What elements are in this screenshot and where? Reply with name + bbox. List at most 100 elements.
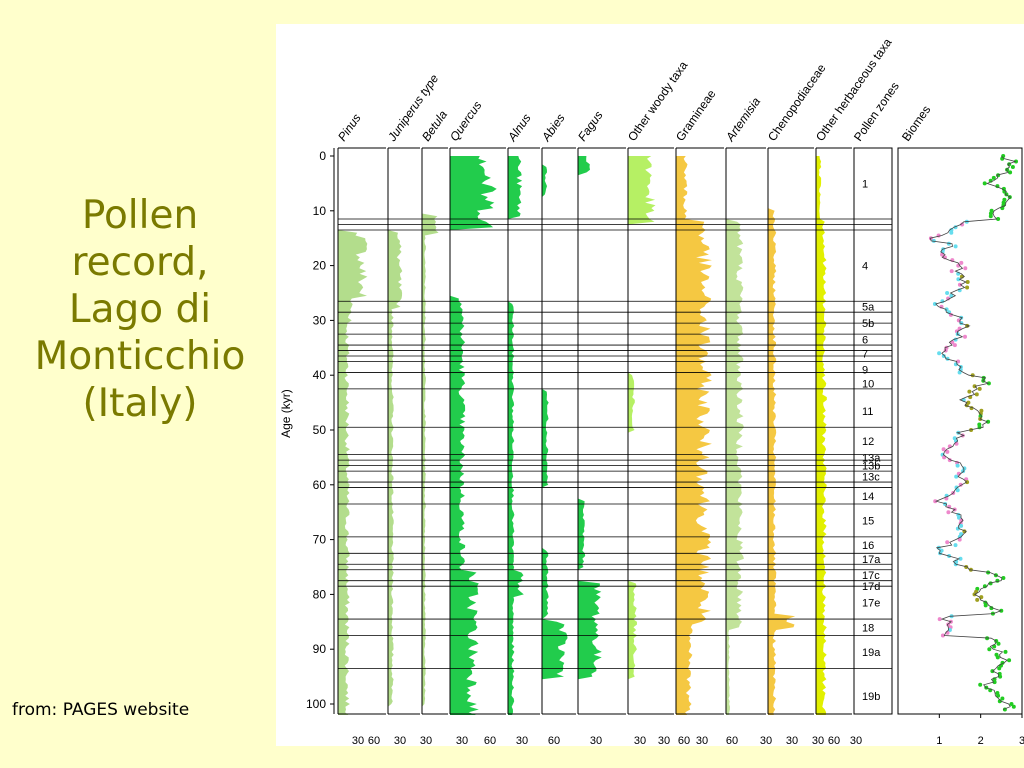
- x-tick-label: 60: [726, 735, 738, 746]
- biome-point: [1003, 649, 1008, 654]
- pollen-zone-label: 16: [862, 540, 874, 552]
- biome-point: [946, 241, 951, 246]
- biome-point: [957, 515, 961, 520]
- x-tick-label: 30: [658, 735, 670, 746]
- biome-point: [947, 628, 952, 632]
- age-tick-label: 20: [313, 259, 327, 273]
- biome-point: [957, 537, 962, 542]
- x-tick-label: 60: [484, 735, 496, 746]
- biome-point: [996, 217, 1001, 221]
- slide-title: Pollen record, Lago di Monticchio (Italy…: [0, 192, 280, 427]
- x-tick-label: 30: [516, 735, 528, 746]
- biome-point: [988, 211, 993, 216]
- biome-point: [937, 617, 942, 622]
- biome-point: [965, 285, 970, 290]
- x-tick-label: 60: [678, 735, 690, 746]
- taxon-curve: [542, 156, 568, 715]
- taxon-label-quercus: Quercus: [447, 99, 484, 144]
- biome-point: [940, 633, 945, 638]
- biome-point: [949, 293, 954, 298]
- biome-point: [974, 392, 979, 397]
- taxon-label-pinus: Pinus: [335, 111, 364, 144]
- biome-point: [945, 449, 950, 454]
- age-tick-label: 40: [313, 368, 327, 382]
- title-line: Lago di: [68, 287, 212, 332]
- biome-point: [992, 680, 997, 685]
- taxon-curve: [676, 156, 712, 715]
- biome-point: [959, 523, 964, 528]
- biome-tick-label: 3: [1019, 735, 1024, 746]
- biome-point: [967, 389, 972, 394]
- pollen-zone-label: 5a: [862, 302, 875, 314]
- biome-point: [949, 230, 954, 235]
- pollen-zone-label: 14: [862, 491, 874, 503]
- pollen-zone-label: 4: [862, 261, 868, 273]
- biome-point: [978, 682, 983, 687]
- taxon-curve: [508, 156, 524, 715]
- biome-tick-label: 1: [936, 735, 942, 746]
- title-line: Pollen: [81, 193, 199, 238]
- biome-point: [965, 280, 970, 284]
- pollen-zone-label: 17d: [862, 581, 880, 593]
- biome-point: [953, 543, 958, 548]
- pollen-diagram: 0 10 20 30 40 50 60 70 80 90 100 Age (kyr) Pinus Juni…: [276, 24, 1024, 746]
- biome-point: [953, 244, 958, 249]
- age-tick-label: 100: [306, 697, 326, 711]
- x-tick-label: 30: [812, 735, 824, 746]
- taxon-curve: [422, 156, 439, 715]
- biome-point: [954, 474, 959, 479]
- biome-point: [956, 277, 961, 282]
- age-tick-label: 30: [313, 313, 327, 327]
- pollen-zone-label: 18: [862, 622, 874, 634]
- pollen-zones-box: [853, 147, 893, 715]
- biome-point: [1000, 696, 1005, 701]
- age-tick-label: 70: [313, 533, 327, 547]
- biome-point: [997, 666, 1002, 671]
- biome-point: [997, 699, 1002, 704]
- biome-point: [982, 181, 987, 186]
- taxon-curve: [450, 156, 497, 715]
- taxon-curve: [338, 156, 368, 715]
- biome-point: [963, 334, 967, 339]
- biome-point: [1007, 658, 1012, 663]
- biome-point: [991, 175, 996, 180]
- biome-point: [946, 296, 951, 301]
- x-tick-label: 60: [368, 735, 380, 746]
- x-tick-label: 30: [352, 735, 364, 746]
- pollen-zone-label: 13c: [862, 472, 880, 484]
- biome-point: [987, 647, 992, 652]
- taxon-label-gramineae: Gramineae: [673, 87, 719, 144]
- age-tick-label: 90: [313, 642, 327, 656]
- biome-point: [963, 266, 968, 271]
- biome-point: [945, 291, 950, 295]
- biome-point: [1010, 165, 1015, 169]
- biome-point: [952, 343, 957, 348]
- x-tick-label: 30: [394, 735, 406, 746]
- x-tick-label: 30: [760, 735, 772, 746]
- title-line: (Italy): [82, 381, 198, 426]
- biome-point: [986, 381, 991, 386]
- pollen-zone-label: 13b: [862, 461, 880, 473]
- pollen-zone-label: 1: [862, 178, 868, 190]
- biome-point: [992, 644, 997, 649]
- biomes-box: [897, 147, 1023, 715]
- biome-point: [955, 488, 960, 493]
- biome-point: [958, 556, 963, 561]
- biome-line: [929, 155, 1017, 710]
- x-tick-label: 30: [590, 735, 602, 746]
- source-note: from: PAGES website: [12, 700, 190, 720]
- biome-point: [959, 260, 964, 265]
- biome-point: [1009, 702, 1014, 706]
- taxon-label-fagus: Fagus: [575, 108, 606, 143]
- x-tick-label: 30: [850, 735, 862, 746]
- pollen-zone-label: 17a: [862, 554, 881, 566]
- taxon-curve: [628, 156, 656, 715]
- biome-point: [1008, 170, 1013, 175]
- biomes-title: Biomes: [899, 103, 933, 144]
- age-tick-label: 50: [313, 423, 327, 437]
- biome-point: [960, 222, 965, 227]
- biome-point: [946, 510, 951, 515]
- biome-point: [998, 674, 1003, 679]
- taxon-curve: [726, 156, 744, 715]
